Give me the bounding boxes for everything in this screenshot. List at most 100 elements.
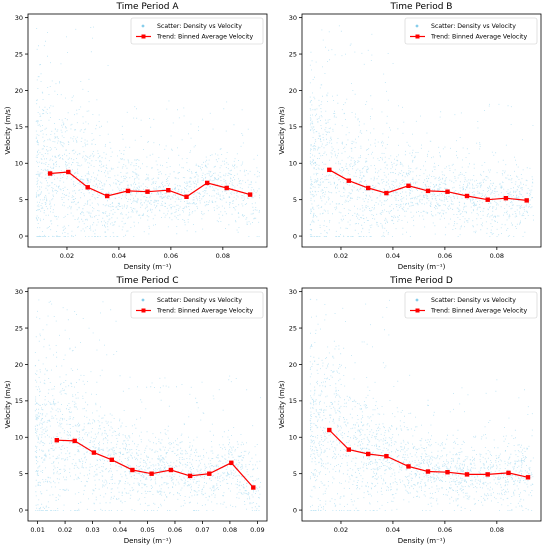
- trend-marker: [125, 188, 131, 194]
- x-tick-label: 0.09: [250, 526, 264, 534]
- trend-marker: [485, 197, 490, 202]
- trend-marker: [445, 470, 450, 475]
- y-tick-label: 5: [19, 470, 23, 478]
- trend-marker: [346, 178, 351, 183]
- scatter-cloud: [309, 25, 534, 238]
- y-tick-label: 10: [15, 160, 23, 168]
- y-tick-label: 0: [19, 506, 23, 514]
- scatter-cloud: [35, 26, 261, 237]
- chart-title: Time Period A: [116, 2, 180, 12]
- y-tick-label: 10: [289, 160, 297, 168]
- y-tick-label: 5: [293, 196, 297, 204]
- trend-marker: [327, 167, 332, 172]
- axes-frame: [301, 287, 542, 522]
- axes-frame: [301, 13, 542, 248]
- trend-marker: [384, 454, 389, 459]
- legend: Scatter: Density vs Velocity Trend: Binne…: [404, 17, 538, 45]
- trend-marker: [485, 472, 490, 477]
- x-axis-label: Density (m⁻¹): [124, 263, 172, 271]
- trend-line: [56, 439, 254, 488]
- legend-trend-label: Trend: Binned Average Velocity: [156, 308, 253, 315]
- legend-scatter-label: Scatter: Density vs Velocity: [157, 23, 242, 30]
- x-tick-label: 0.06: [438, 526, 452, 534]
- legend-scatter-label: Scatter: Density vs Velocity: [431, 297, 516, 304]
- trend-marker: [105, 193, 110, 199]
- legend-trend-marker: [415, 34, 420, 39]
- y-tick-label: 25: [15, 324, 23, 332]
- x-tick-label: 0.03: [85, 526, 99, 534]
- trend-marker: [445, 189, 450, 194]
- legend: Scatter: Density vs Velocity Trend: Binne…: [130, 291, 264, 319]
- legend-scatter-label: Scatter: Density vs Velocity: [431, 23, 516, 30]
- x-tick-label: 0.04: [112, 252, 126, 260]
- scatter-points: [309, 25, 534, 238]
- x-axis-label: Density (m⁻¹): [124, 537, 172, 545]
- trend-line: [329, 169, 527, 201]
- trend-marker: [247, 192, 253, 197]
- legend-trend-label: Trend: Binned Average Velocity: [430, 34, 527, 41]
- y-tick-label: 15: [15, 397, 23, 405]
- trend-marker: [503, 196, 509, 201]
- trend-marker: [72, 438, 77, 444]
- legend-scatter-swatch: [415, 298, 419, 302]
- trend-marker: [406, 464, 411, 469]
- scatter-points: [34, 299, 262, 511]
- chart-title: Time Period C: [115, 276, 178, 286]
- legend-scatter-swatch: [415, 24, 419, 28]
- y-tick-label: 25: [289, 50, 297, 58]
- trend-marker: [168, 467, 174, 473]
- legend-trend-label: Trend: Binned Average Velocity: [156, 34, 253, 41]
- trend-marker: [224, 185, 229, 191]
- x-tick-label: 0.01: [30, 526, 44, 534]
- chart-panel: Time Period B 0.02 0.04 0.06 0.08 0 5 10 15 20 25 3…: [278, 2, 542, 271]
- axes-frame: [27, 287, 268, 522]
- axes-frame: [27, 13, 268, 248]
- trend-marker: [66, 169, 71, 175]
- x-tick-label: 0.08: [490, 252, 504, 260]
- trend-marker: [406, 183, 411, 188]
- y-tick-label: 15: [15, 123, 23, 131]
- y-tick-label: 0: [19, 232, 23, 240]
- legend-box: [130, 291, 264, 319]
- legend-box: [130, 17, 264, 45]
- y-tick-label: 20: [289, 87, 297, 95]
- trend-marker: [149, 471, 154, 476]
- y-tick-label: 5: [293, 470, 297, 478]
- x-axis-label: Density (m⁻¹): [398, 537, 446, 545]
- legend-trend-marker: [415, 308, 420, 313]
- x-tick-label: 0.06: [438, 252, 452, 260]
- legend-box: [404, 17, 538, 45]
- x-tick-label: 0.07: [195, 526, 209, 534]
- trend-marker: [346, 447, 351, 452]
- trend-marker: [366, 451, 371, 457]
- trend-marker: [130, 467, 135, 473]
- chart-title: Time Period D: [389, 276, 453, 286]
- x-tick-label: 0.02: [58, 526, 72, 534]
- trend-marker: [327, 427, 332, 433]
- trend-marker: [187, 473, 193, 479]
- legend-scatter-swatch: [141, 298, 145, 302]
- legend-scatter-label: Scatter: Density vs Velocity: [157, 297, 242, 304]
- trend-marker: [506, 470, 511, 476]
- y-tick-label: 30: [15, 288, 23, 296]
- legend: Scatter: Density vs Velocity Trend: Binne…: [404, 291, 538, 319]
- scatter-cloud: [34, 299, 262, 511]
- y-tick-label: 30: [289, 288, 297, 296]
- trend-marker: [145, 189, 150, 194]
- trend-marker: [464, 472, 470, 477]
- x-tick-label: 0.06: [164, 252, 178, 260]
- x-tick-label: 0.08: [490, 526, 504, 534]
- x-tick-label: 0.04: [386, 252, 400, 260]
- trend-marker: [207, 471, 212, 476]
- trend-marker: [54, 438, 59, 443]
- y-tick-label: 10: [289, 434, 297, 442]
- legend: Scatter: Density vs Velocity Trend: Binne…: [130, 17, 264, 45]
- x-axis-label: Density (m⁻¹): [398, 263, 446, 271]
- legend-trend-label: Trend: Binned Average Velocity: [430, 308, 527, 315]
- y-tick-label: 25: [289, 324, 297, 332]
- trend-marker: [91, 450, 97, 455]
- chart-panel: Time Period D 0.02 0.04 0.06 0.08 0 5 10 15 20 25 3…: [278, 276, 542, 545]
- chart-title: Time Period B: [390, 2, 453, 12]
- y-axis-label: Velocity (m/s): [278, 106, 286, 154]
